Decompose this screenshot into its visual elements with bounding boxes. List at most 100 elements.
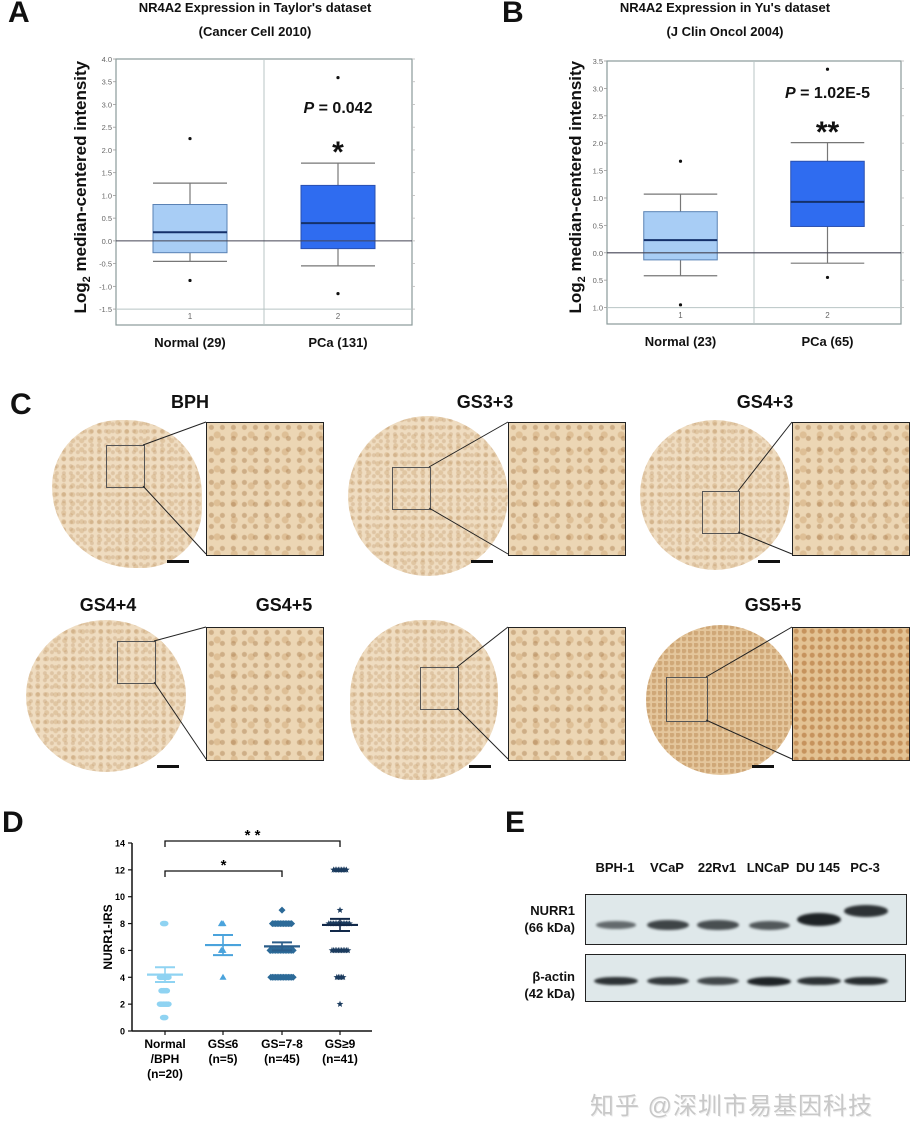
tma-core-gs3-3 <box>348 416 508 576</box>
p-value-label: P = 1.02E-5 <box>785 85 870 102</box>
scale-bar-gs4-5 <box>469 765 491 768</box>
panel-a-title-line1: NR4A2 Expression in Taylor's dataset <box>138 0 372 15</box>
x-category-label: GS≥9 <box>325 1037 356 1051</box>
data-point-star <box>344 946 352 954</box>
panel-b-title-line2: (J Clin Oncol 2004) <box>666 24 784 39</box>
category-label: Normal (23) <box>645 334 717 349</box>
outlier-point <box>825 275 830 280</box>
data-point-diamond <box>288 920 296 928</box>
zoom-connector-top <box>705 626 793 678</box>
y-tick-label: 4.0 <box>102 55 112 64</box>
y-tick-label: 1.5 <box>102 169 112 178</box>
data-point-circle <box>164 974 172 981</box>
x-category-label: GS≤6 <box>208 1037 239 1051</box>
blot-label-nurr1: NURR1 (66 kDa) <box>520 902 575 936</box>
y-tick-label: 10 <box>115 892 125 902</box>
y-tick-label: 12 <box>115 865 125 875</box>
y-tick-label: 2.5 <box>102 123 112 132</box>
y-tick-label: 0.5 <box>102 214 112 223</box>
tissue-label-bph: BPH <box>170 392 209 412</box>
p-italic: P <box>785 85 796 102</box>
box-iqr <box>152 204 228 254</box>
zoom-connector-bottom <box>456 707 509 760</box>
x-category-label: GS=7-8 <box>261 1037 303 1051</box>
panel-d-letter: D <box>2 806 24 839</box>
outlier-point <box>678 159 683 163</box>
data-point-triangle <box>219 973 227 980</box>
zoom-connector-bottom <box>153 681 207 760</box>
panel-d-dotplot: 0 2 4 6 8 10 12 14 NURR1-IRS Normal/BPH(n=20) GS≤6… <box>101 827 372 1081</box>
blot-band <box>646 919 690 931</box>
blot-band <box>697 920 739 930</box>
zoom-connector-lines <box>142 421 793 760</box>
zoom-box-gs4-5 <box>508 627 626 761</box>
blot-band <box>594 976 638 986</box>
blot-band <box>844 976 888 986</box>
p-value-number: = 0.042 <box>314 100 372 117</box>
category-label: PCa (131) <box>308 335 367 350</box>
zoom-box-gs4-3 <box>792 422 910 556</box>
tissue-label-gs4-5: GS4+5 <box>255 595 313 615</box>
outlier-point <box>336 76 340 80</box>
x-category-label: (n=45) <box>264 1052 300 1066</box>
nurr1-label: NURR1 <box>530 903 575 918</box>
data-point-circle <box>164 1001 172 1007</box>
panel-c-letter: C <box>10 388 32 421</box>
blot-band <box>844 905 888 917</box>
y-tick-label: 3.0 <box>102 100 112 109</box>
zoom-connector-bottom <box>705 719 793 760</box>
inner-x-tick-label: 2 <box>336 312 341 321</box>
y-tick-label: -1.0 <box>99 282 112 291</box>
zoom-connector-bottom <box>142 485 207 555</box>
outlier-point <box>825 67 830 71</box>
zoom-connector-top <box>428 421 509 468</box>
lane-label: LNCaP <box>746 860 790 875</box>
tma-core-gs4-3 <box>640 420 790 570</box>
outlier-point <box>188 136 192 141</box>
zoom-box-gs4-4 <box>206 627 324 761</box>
zoom-connector-top <box>456 626 509 668</box>
y-tick-label: 2.0 <box>102 146 112 155</box>
y-tick-label: 3.5 <box>102 78 112 87</box>
blot-band <box>747 976 791 986</box>
significance-bracket <box>164 840 341 847</box>
data-point-diamond <box>289 973 297 981</box>
roi-box-bph <box>106 445 145 488</box>
x-category-label: (n=5) <box>208 1052 237 1066</box>
tma-core-bph <box>52 420 202 568</box>
data-point-star <box>346 920 353 927</box>
significance-bracket <box>164 870 283 877</box>
data-point-circle <box>159 1014 167 1021</box>
scale-bar-gs4-4 <box>157 765 179 768</box>
y-tick-label: 8 <box>120 919 125 929</box>
box-iqr <box>300 184 376 250</box>
data-point-star <box>325 920 333 927</box>
y-tick-label: 4 <box>120 973 125 983</box>
lane-label: 22Rv1 <box>697 860 737 875</box>
data-point-diamond <box>267 973 275 981</box>
blot-band <box>646 976 690 986</box>
zoom-connector-top <box>142 421 207 446</box>
zoom-connector-bottom <box>428 507 509 555</box>
inner-x-tick-label: 1 <box>678 311 683 320</box>
zoom-connector-bottom <box>737 531 793 555</box>
actin-kda-label: (42 kDa) <box>524 986 575 1001</box>
panel-e-letter: E <box>505 806 526 839</box>
y-tick-label: 0 <box>120 1027 125 1037</box>
zoom-box-bph <box>206 422 324 556</box>
lane-label: VCaP <box>650 860 684 875</box>
y-tick-label: -1.5 <box>99 305 112 314</box>
x-category-label: (n=20) <box>147 1067 183 1081</box>
data-point-circle <box>158 987 166 994</box>
zoom-connector-top <box>737 421 793 492</box>
scale-bar-gs5-5 <box>752 765 774 768</box>
data-point-star <box>336 1000 344 1007</box>
roi-box-gs4-3 <box>702 491 740 534</box>
roi-box-gs5-5 <box>666 677 708 722</box>
data-point-diamond <box>266 946 274 954</box>
y-tick-label: 2.0 <box>593 139 603 148</box>
y-tick-label: 2.5 <box>593 112 603 121</box>
data-point-star <box>333 973 341 981</box>
category-label: PCa (65) <box>801 334 853 349</box>
roi-box-gs4-4 <box>117 641 156 684</box>
